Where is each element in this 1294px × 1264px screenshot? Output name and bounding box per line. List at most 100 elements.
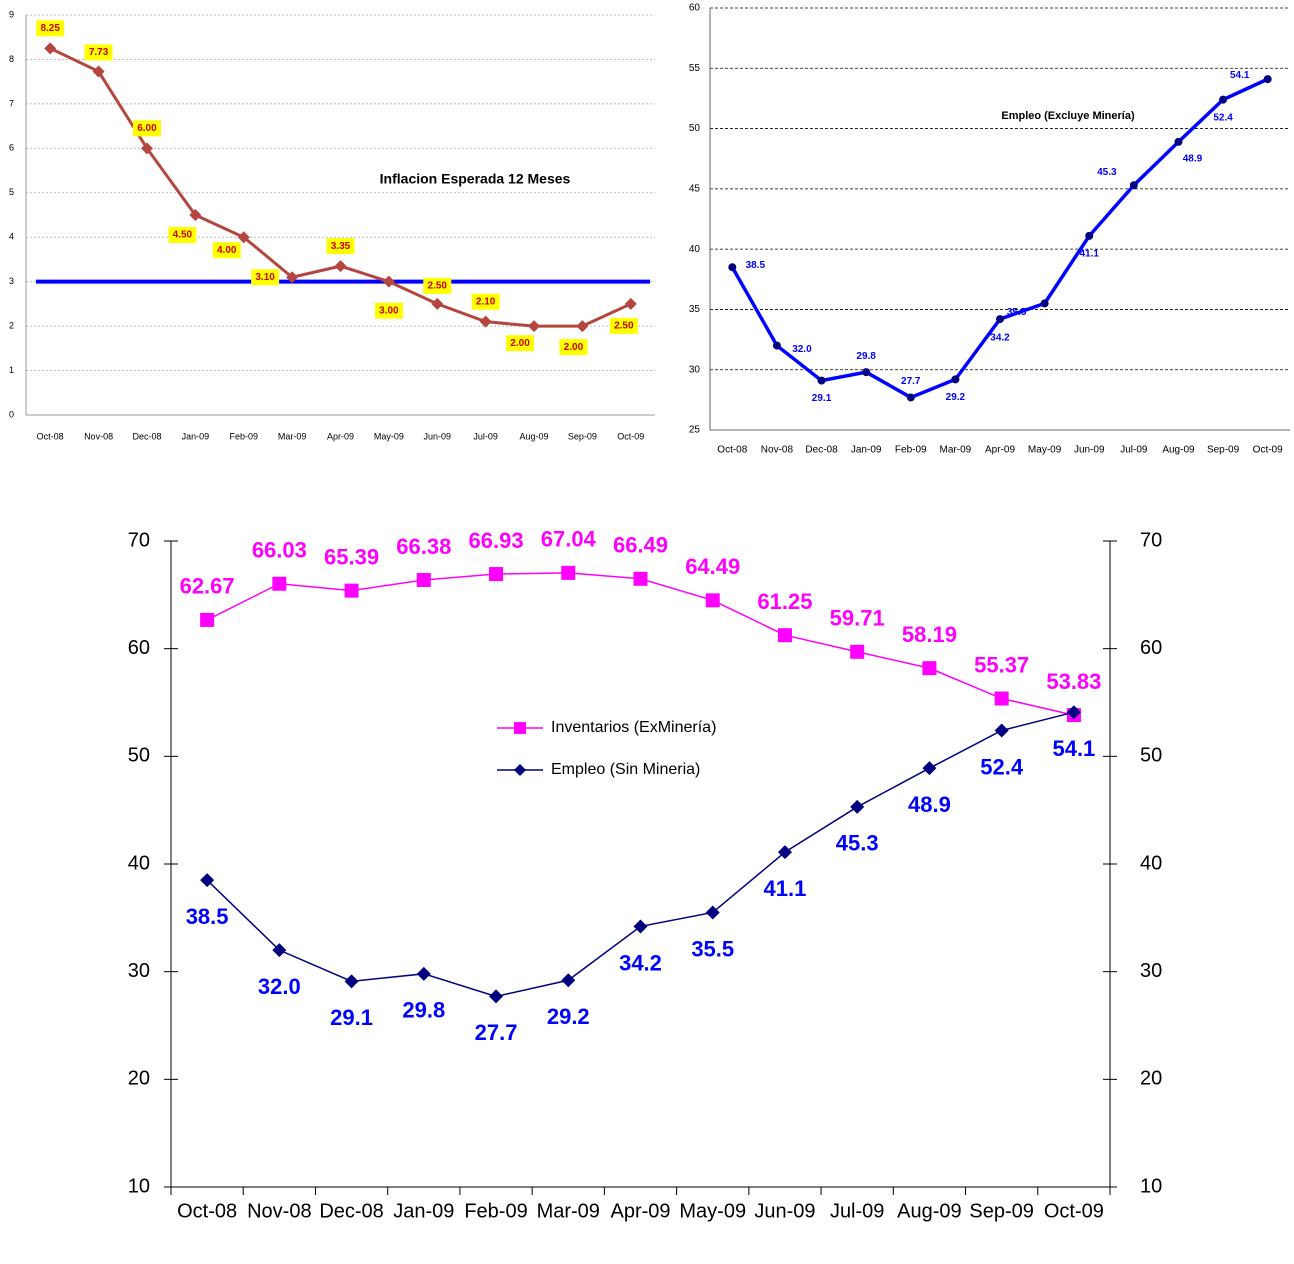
y2-tick-label: 10 bbox=[1140, 1175, 1162, 1197]
data-label: 34.2 bbox=[990, 333, 1010, 344]
y-tick-label: 25 bbox=[689, 425, 701, 436]
marker bbox=[344, 583, 359, 598]
data-label: 2.50 bbox=[428, 281, 448, 292]
marker bbox=[633, 571, 648, 586]
marker bbox=[624, 297, 637, 310]
x-tick-label: Jun-09 bbox=[754, 1200, 815, 1222]
x-tick-label: Feb-09 bbox=[895, 445, 927, 456]
chart-title: Empleo (Excluye Minería) bbox=[1001, 110, 1135, 122]
marker bbox=[416, 572, 431, 587]
x-tick-label: Apr-09 bbox=[610, 1200, 670, 1222]
data-label: 67.04 bbox=[541, 527, 597, 552]
marker bbox=[489, 989, 504, 1004]
data-label: 54.1 bbox=[1230, 70, 1250, 81]
data-label: 59.71 bbox=[830, 606, 885, 631]
x-tick-label: Mar-09 bbox=[278, 431, 307, 441]
x-tick-label: Oct-08 bbox=[37, 431, 64, 441]
data-label: 34.2 bbox=[619, 950, 662, 975]
x-tick-label: May-09 bbox=[679, 1200, 746, 1222]
label-box bbox=[36, 20, 65, 37]
y-tick-label: 1 bbox=[9, 365, 14, 375]
x-tick-label: Aug-09 bbox=[1162, 445, 1195, 456]
x-tick-label: Aug-09 bbox=[897, 1200, 962, 1222]
marker bbox=[772, 341, 781, 350]
x-tick-label: Sep-09 bbox=[568, 431, 597, 441]
y-tick-label: 40 bbox=[689, 244, 701, 255]
y-tick-label: 30 bbox=[128, 960, 150, 982]
marker bbox=[1174, 137, 1183, 146]
x-tick-label: Oct-09 bbox=[1044, 1200, 1104, 1222]
data-label: 7.73 bbox=[89, 47, 109, 58]
data-label: 4.50 bbox=[173, 230, 193, 241]
data-label: 48.9 bbox=[1183, 153, 1203, 164]
y2-tick-label: 60 bbox=[1140, 637, 1162, 659]
data-label: 65.39 bbox=[324, 544, 379, 569]
label-box bbox=[212, 242, 241, 259]
data-label: 29.2 bbox=[547, 1004, 590, 1029]
x-tick-label: Jan-09 bbox=[393, 1200, 454, 1222]
marker bbox=[382, 275, 395, 288]
marker bbox=[1129, 181, 1138, 190]
marker bbox=[1219, 95, 1228, 104]
marker bbox=[862, 368, 871, 377]
y-tick-label: 0 bbox=[9, 409, 14, 419]
x-tick-label: Nov-08 bbox=[761, 445, 794, 456]
marker bbox=[431, 297, 444, 310]
data-label: 2.50 bbox=[614, 321, 634, 332]
y2-tick-label: 50 bbox=[1140, 745, 1162, 767]
data-label: 29.1 bbox=[330, 1005, 373, 1030]
data-label: 66.93 bbox=[469, 528, 524, 553]
x-tick-label: Jan-09 bbox=[851, 445, 882, 456]
data-label: 52.4 bbox=[1213, 112, 1233, 123]
y-tick-label: 40 bbox=[128, 852, 150, 874]
chart-title: Inflacion Esperada 12 Meses bbox=[380, 171, 571, 187]
marker bbox=[1040, 299, 1049, 308]
data-label: 62.67 bbox=[180, 574, 235, 599]
label-box bbox=[471, 293, 500, 310]
y-tick-label: 20 bbox=[128, 1068, 150, 1090]
y-tick-label: 7 bbox=[9, 98, 14, 108]
marker bbox=[561, 973, 576, 988]
y-tick-label: 9 bbox=[9, 9, 14, 19]
x-tick-label: Sep-09 bbox=[1207, 445, 1240, 456]
label-box bbox=[506, 335, 535, 352]
label-box bbox=[168, 227, 197, 243]
x-tick-label: Jun-09 bbox=[424, 431, 452, 441]
marker bbox=[344, 974, 359, 989]
data-label: 35.5 bbox=[691, 936, 734, 961]
x-tick-label: Aug-09 bbox=[520, 431, 549, 441]
marker bbox=[996, 315, 1004, 324]
marker bbox=[200, 612, 215, 627]
marker bbox=[44, 42, 57, 55]
legend-label: Inventarios (ExMinería) bbox=[551, 719, 716, 736]
data-label: 29.8 bbox=[856, 351, 876, 362]
data-label: 2.00 bbox=[564, 342, 584, 353]
x-tick-label: Mar-09 bbox=[537, 1200, 600, 1222]
marker bbox=[140, 142, 153, 155]
marker bbox=[922, 761, 937, 776]
marker bbox=[286, 271, 299, 284]
marker bbox=[705, 593, 720, 608]
y-tick-label: 60 bbox=[689, 3, 701, 14]
y-tick-label: 55 bbox=[689, 63, 701, 74]
data-label: 2.00 bbox=[510, 338, 530, 349]
y-tick-label: 35 bbox=[689, 304, 701, 315]
y2-tick-label: 20 bbox=[1140, 1068, 1162, 1090]
y2-tick-label: 70 bbox=[1140, 529, 1162, 551]
marker bbox=[272, 576, 287, 591]
marker bbox=[728, 263, 737, 272]
x-tick-label: Feb-09 bbox=[229, 431, 258, 441]
data-label: 45.3 bbox=[836, 831, 879, 856]
legend-marker bbox=[514, 722, 526, 734]
data-label: 29.8 bbox=[402, 998, 445, 1023]
y-tick-label: 5 bbox=[9, 187, 14, 197]
data-label: 58.19 bbox=[902, 622, 957, 647]
marker bbox=[850, 644, 865, 659]
x-tick-label: Dec-08 bbox=[319, 1200, 383, 1222]
marker bbox=[200, 873, 215, 888]
y-tick-label: 8 bbox=[9, 54, 14, 64]
label-box bbox=[559, 339, 588, 356]
marker bbox=[705, 905, 720, 920]
y2-tick-label: 40 bbox=[1140, 852, 1162, 874]
